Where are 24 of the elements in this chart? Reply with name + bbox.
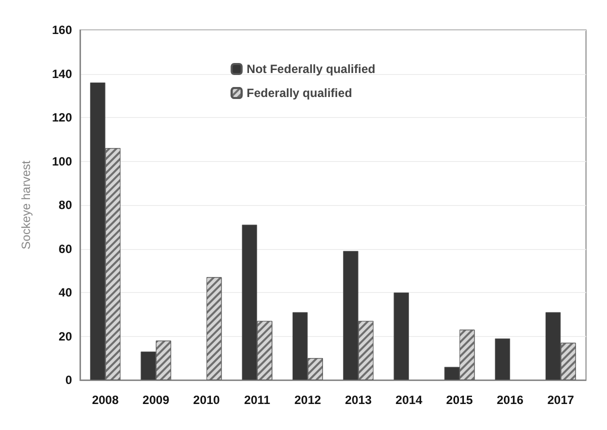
x-tick-label: 2009 bbox=[142, 393, 170, 407]
x-tick-label: 2010 bbox=[193, 393, 220, 407]
x-tick-label: 2017 bbox=[547, 393, 574, 407]
x-tick-label: 2008 bbox=[92, 393, 119, 407]
legend-label: Not Federally qualified bbox=[246, 62, 376, 76]
y-tick-label: 100 bbox=[52, 154, 72, 168]
y-tick-label: 0 bbox=[65, 373, 72, 387]
y-tick-label: 40 bbox=[58, 286, 72, 300]
x-tick-label: 2016 bbox=[496, 393, 524, 407]
x-tick-label: 2013 bbox=[344, 393, 372, 407]
x-tick-label: 2015 bbox=[446, 393, 474, 407]
y-tick-label: 60 bbox=[58, 242, 72, 256]
bar bbox=[494, 338, 510, 380]
x-tick-label: 2014 bbox=[396, 393, 423, 407]
y-axis-title: Sockeye harvest bbox=[19, 160, 33, 250]
y-tick-label: 80 bbox=[58, 198, 72, 212]
y-tick-label: 160 bbox=[52, 23, 72, 37]
legend-label: Federally qualified bbox=[246, 86, 352, 100]
x-tick-label: 2011 bbox=[244, 393, 270, 407]
x-tick-label: 2012 bbox=[294, 393, 322, 407]
y-tick-label: 140 bbox=[52, 66, 72, 81]
y-tick-label: 120 bbox=[52, 110, 72, 124]
y-tick-label: 20 bbox=[58, 329, 72, 344]
bar bbox=[394, 292, 409, 380]
